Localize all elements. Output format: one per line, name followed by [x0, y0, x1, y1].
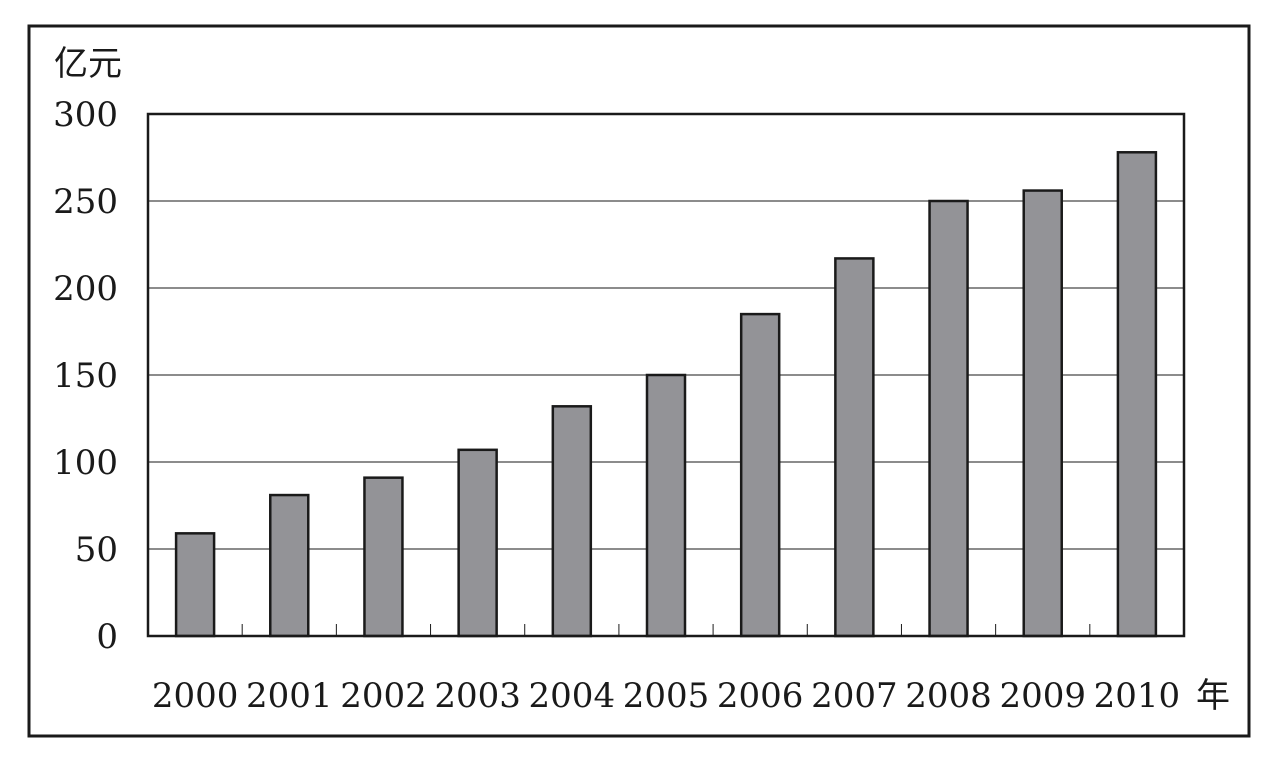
x-axis-ticks: 2000 2001 2002 2003 2004 2005 2006 2007 2008 2009…	[152, 624, 1180, 716]
bar-2003	[457, 448, 498, 638]
x-tick-label: 2001	[246, 676, 333, 716]
bar-2005	[645, 373, 687, 638]
bars	[174, 151, 1158, 638]
y-tick-label: 200	[53, 269, 118, 309]
y-tick-label: 0	[96, 617, 118, 657]
y-tick-label: 100	[53, 443, 118, 483]
x-tick-label: 2008	[905, 676, 992, 716]
x-tick-label: 2010	[1094, 676, 1181, 716]
bar-2009	[1022, 189, 1063, 638]
bar-2001	[269, 493, 310, 638]
bar-2007	[834, 257, 875, 638]
x-tick-label: 2006	[717, 676, 804, 716]
bar-2006	[739, 312, 781, 638]
y-tick-label: 150	[53, 356, 118, 396]
outer-frame	[27, 24, 1251, 738]
x-tick-label: 2002	[340, 676, 427, 716]
x-axis-unit-label: 年	[1196, 676, 1230, 716]
y-tick-label: 300	[53, 95, 118, 135]
bar-2004	[551, 405, 593, 638]
x-tick-label: 2004	[529, 676, 616, 716]
y-axis-ticks: 0 50 100 150 200 250 300	[53, 95, 118, 657]
bar-2002	[363, 476, 404, 638]
x-tick-label: 2009	[999, 676, 1086, 716]
y-axis-unit-label: 亿元	[54, 44, 122, 84]
bar-2008	[928, 199, 969, 638]
y-tick-label: 50	[75, 530, 118, 570]
bar-2010	[1116, 151, 1158, 638]
y-tick-label: 250	[53, 182, 118, 222]
x-tick-label: 2003	[434, 676, 521, 716]
plot-area-frame	[146, 112, 1186, 638]
bar-2000	[174, 532, 216, 638]
x-tick-label: 2005	[623, 676, 710, 716]
x-tick-label: 2007	[811, 676, 898, 716]
x-tick-label: 2000	[152, 676, 239, 716]
